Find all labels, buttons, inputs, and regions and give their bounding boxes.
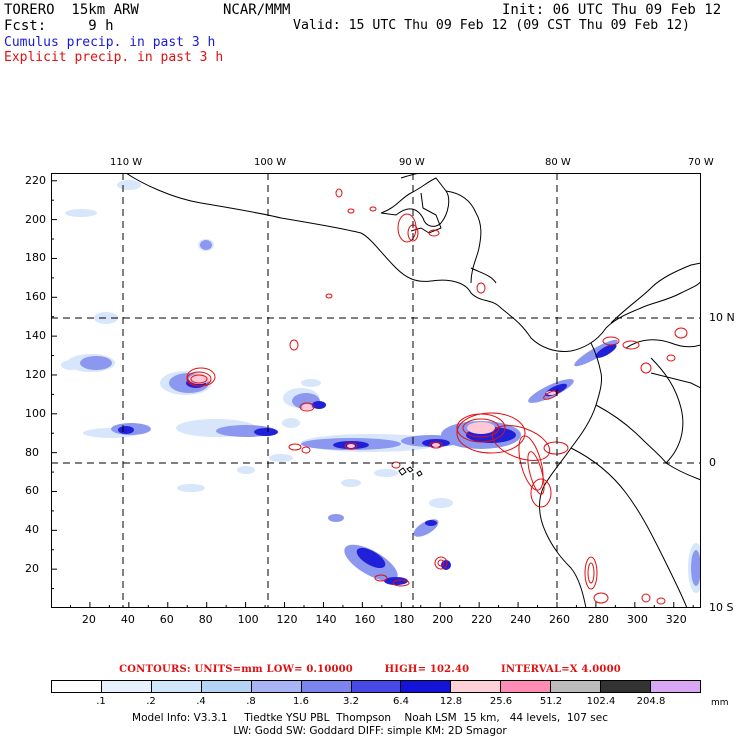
y-tick-label: 120 xyxy=(25,367,46,381)
y-tick-label: 140 xyxy=(25,329,46,343)
colorbar-segment xyxy=(401,681,452,692)
x-tick-label: 40 xyxy=(120,613,135,626)
colorbar-segment xyxy=(501,681,552,692)
y-tick-label: 40 xyxy=(25,523,39,537)
precipitation-map[interactable] xyxy=(51,173,701,608)
y-tick-label: 200 xyxy=(25,212,46,226)
explicit-field-label: Explicit precip. in past 3 h xyxy=(4,50,224,65)
lon-label-70w: 70 W xyxy=(688,157,714,168)
model-title: TORERO 15km ARW xyxy=(4,2,139,18)
colorbar-label: 3.2 xyxy=(343,696,359,707)
y-tick-label: 20 xyxy=(25,562,39,576)
contour-high: HIGH= 102.40 xyxy=(384,664,470,675)
cumulus-precip-light xyxy=(61,180,701,593)
x-tick-label: 320 xyxy=(665,613,687,626)
x-tick-label: 300 xyxy=(626,613,648,626)
colorbar-segment xyxy=(301,681,352,692)
x-tick-label: 260 xyxy=(548,613,570,626)
colorbar-segment xyxy=(251,681,302,692)
x-tick-label: 220 xyxy=(471,613,493,626)
x-tick-label: 100 xyxy=(237,613,259,626)
colorbar-segment xyxy=(651,681,700,692)
y-tick-label: 100 xyxy=(25,406,46,420)
colorbar-segment xyxy=(551,681,602,692)
x-tick-label: 60 xyxy=(159,613,174,626)
lon-label-90w: 90 W xyxy=(399,157,425,168)
x-tick-label: 160 xyxy=(354,613,376,626)
init-time: Init: 06 UTC Thu 09 Feb 12 xyxy=(502,2,722,18)
contour-info: CONTOURS: UNITS=mm LOW= 0.10000 HIGH= 10… xyxy=(0,664,740,675)
x-tick-label: 240 xyxy=(510,613,532,626)
colorbar-label: .1 xyxy=(96,696,106,707)
forecast-hour: Fcst: 9 h xyxy=(4,18,114,34)
x-tick-label: 120 xyxy=(276,613,298,626)
colorbar-label: 51.2 xyxy=(539,696,563,707)
institution-label: NCAR/MMM xyxy=(223,2,291,18)
x-tick-label: 280 xyxy=(587,613,609,626)
cumulus-precip-moderate xyxy=(80,240,701,586)
colorbar-label: 1.6 xyxy=(293,696,309,707)
explicit-precip-contours xyxy=(186,188,688,605)
contour-units: CONTOURS: UNITS=mm LOW= 0.10000 xyxy=(119,664,353,675)
frame-ticks xyxy=(51,180,694,608)
physics-info-line: LW: Godd SW: Goddard DIFF: simple KM: 2D… xyxy=(233,725,507,737)
y-tick-label: 180 xyxy=(25,251,46,265)
colorbar-label: 25.6 xyxy=(489,696,513,707)
colorbar-label: 204.8 xyxy=(636,696,666,707)
colorbar-label: .2 xyxy=(146,696,156,707)
x-tick-label: 200 xyxy=(432,613,454,626)
colorbar-segment xyxy=(52,681,102,692)
lat-label-10s: 10 S xyxy=(709,601,734,614)
colorbar-label: 6.4 xyxy=(393,696,409,707)
map-border xyxy=(51,173,701,608)
contour-interval: INTERVAL=X 4.0000 xyxy=(501,664,621,675)
lon-label-80w: 80 W xyxy=(545,157,571,168)
colorbar-label: .8 xyxy=(246,696,256,707)
map-canvas xyxy=(51,173,701,608)
lat-label-eq: 0 xyxy=(709,456,716,469)
colorbar-label: .4 xyxy=(196,696,206,707)
y-tick-label: 220 xyxy=(25,173,46,187)
y-tick-label: 160 xyxy=(25,290,46,304)
precip-colorbar xyxy=(51,680,701,693)
explicit-precip-fill xyxy=(189,374,556,448)
x-tick-label: 20 xyxy=(81,613,96,626)
lat-label-10n: 10 N xyxy=(709,311,735,324)
y-tick-label: 80 xyxy=(25,445,39,459)
lat-lon-grid xyxy=(51,173,701,608)
colorbar-segment xyxy=(101,681,152,692)
colorbar-segment xyxy=(201,681,252,692)
colorbar-segment xyxy=(351,681,402,692)
lon-label-100w: 100 W xyxy=(254,157,287,168)
cumulus-field-label: Cumulus precip. in past 3 h xyxy=(4,35,216,50)
x-tick-label: 80 xyxy=(198,613,213,626)
y-tick-label: 60 xyxy=(25,484,39,498)
valid-time: Valid: 15 UTC Thu 09 Feb 12 (09 CST Thu … xyxy=(293,18,690,33)
lon-label-110w: 110 W xyxy=(110,157,143,168)
colorbar-label: 102.4 xyxy=(586,696,616,707)
x-tick-label: 180 xyxy=(393,613,415,626)
model-info-line: Model Info: V3.3.1 Tiedtke YSU PBL Thomp… xyxy=(132,712,608,724)
colorbar-segment xyxy=(601,681,652,692)
colorbar-segment xyxy=(451,681,502,692)
colorbar-unit: mm xyxy=(711,698,729,708)
colorbar-segment xyxy=(151,681,202,692)
coastlines xyxy=(125,173,701,608)
x-tick-label: 140 xyxy=(315,613,337,626)
colorbar-label: 12.8 xyxy=(439,696,463,707)
